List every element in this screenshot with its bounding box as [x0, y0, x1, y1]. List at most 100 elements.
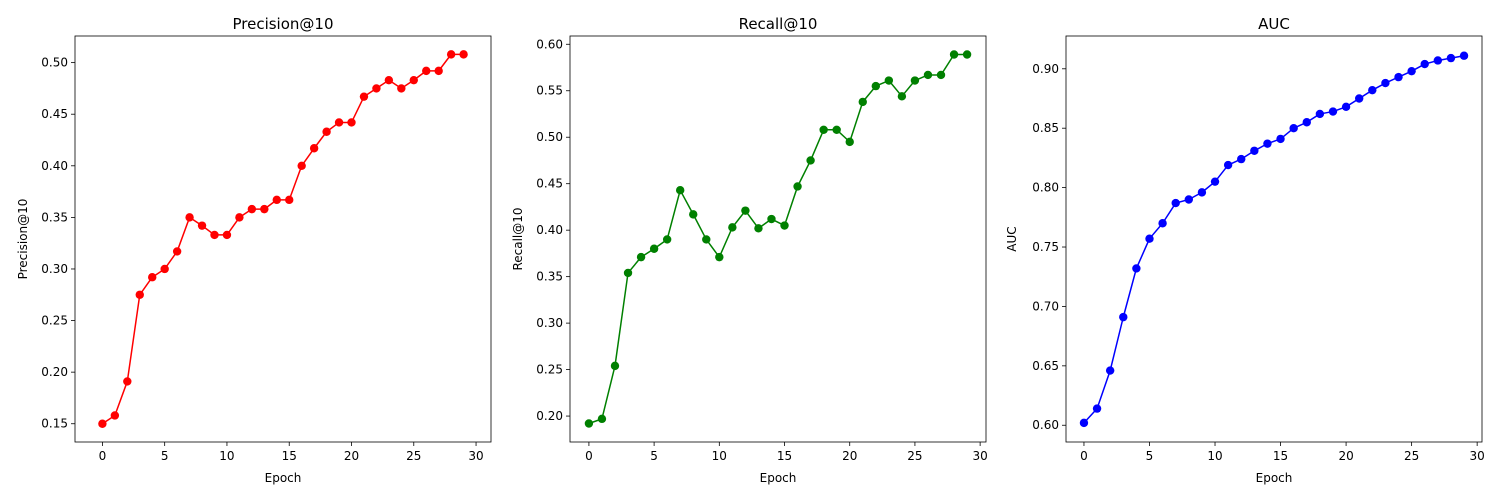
- x-axis-label: Epoch: [1256, 471, 1293, 485]
- data-point-precision: [98, 419, 107, 428]
- y-tick-label: 0.45: [41, 107, 68, 121]
- data-point-auc: [1171, 198, 1180, 208]
- data-point-recall: [610, 361, 620, 371]
- data-point-recall: [949, 50, 959, 59]
- y-axis-label: Precision@10: [16, 199, 30, 280]
- x-tick-label: 0: [1080, 449, 1088, 463]
- plot-frame: [1065, 35, 1483, 443]
- data-point-precision: [247, 204, 257, 214]
- data-point-precision: [222, 230, 232, 240]
- data-point-auc: [1105, 366, 1115, 375]
- x-tick-label: 25: [1404, 449, 1419, 463]
- data-point-precision: [397, 84, 406, 93]
- data-point-auc: [1119, 312, 1128, 322]
- data-point-precision: [197, 221, 207, 230]
- y-tick-label: 0.90: [1032, 62, 1059, 76]
- data-point-auc: [1263, 139, 1272, 148]
- data-point-recall: [662, 235, 672, 244]
- data-point-recall: [884, 76, 894, 85]
- x-tick-label: 0: [585, 449, 593, 463]
- data-point-recall: [728, 223, 737, 232]
- data-point-precision: [235, 213, 244, 222]
- data-point-precision: [148, 273, 157, 282]
- data-point-precision: [459, 50, 468, 59]
- y-tick-label: 0.30: [536, 316, 563, 330]
- data-point-recall: [936, 70, 946, 80]
- data-point-recall: [871, 81, 881, 91]
- data-point-precision: [347, 118, 356, 127]
- plot-frame: [74, 35, 492, 443]
- x-tick-label: 30: [972, 449, 987, 463]
- data-point-auc: [1394, 72, 1403, 82]
- data-point-auc: [1354, 94, 1364, 103]
- chart-auc: 0 5 10 15 20 25 30 0.60 0.65 0.70 0.75 0.80 0.85 0.90…: [1005, 15, 1485, 485]
- y-tick-label: 0.70: [1032, 299, 1059, 313]
- data-point-auc: [1184, 195, 1194, 204]
- data-point-auc: [1158, 219, 1167, 228]
- x-tick-label: 30: [1470, 449, 1485, 463]
- data-point-precision: [185, 213, 194, 222]
- data-point-precision: [372, 84, 381, 93]
- data-point-auc: [1092, 404, 1102, 413]
- data-point-auc: [1210, 177, 1220, 186]
- x-tick-label: 15: [282, 449, 297, 463]
- data-point-auc: [1459, 51, 1469, 60]
- chart-precision: 0 5 10 15 20 25 30 0.15 0.20 0.25 0.30 0.35 0.40 0.45…: [16, 15, 492, 485]
- y-tick-label: 0.40: [536, 223, 563, 237]
- data-point-recall: [702, 235, 711, 244]
- data-point-auc: [1381, 78, 1390, 88]
- y-tick-label: 0.15: [41, 417, 68, 431]
- data-point-recall: [689, 210, 698, 219]
- data-point-recall: [819, 125, 828, 134]
- data-point-recall: [597, 414, 607, 424]
- x-axis-label: Epoch: [265, 471, 302, 485]
- y-tick-label: 0.25: [536, 363, 563, 377]
- data-point-recall: [675, 186, 685, 195]
- x-tick-label: 25: [907, 449, 922, 463]
- data-point-recall: [649, 244, 659, 253]
- data-point-precision: [135, 290, 144, 299]
- data-point-auc: [1407, 66, 1416, 76]
- y-tick-label: 0.20: [536, 409, 563, 423]
- y-tick-label: 0.80: [1032, 181, 1059, 195]
- data-point-recall: [636, 252, 646, 262]
- data-point-precision: [272, 195, 281, 205]
- data-point-auc: [1433, 56, 1443, 65]
- x-tick-label: 0: [99, 449, 107, 463]
- series-line-auc: [1083, 54, 1465, 424]
- data-point-precision: [359, 92, 369, 101]
- x-tick-label: 10: [1207, 449, 1222, 463]
- x-tick-label: 10: [712, 449, 727, 463]
- x-tick-label: 15: [1273, 449, 1288, 463]
- data-point-precision: [309, 144, 319, 153]
- y-tick-label: 0.40: [41, 159, 68, 173]
- data-point-precision: [210, 230, 219, 240]
- data-point-auc: [1302, 118, 1311, 127]
- y-tick-label: 0.65: [1032, 359, 1059, 373]
- data-point-auc: [1276, 134, 1285, 144]
- data-point-precision: [322, 127, 331, 136]
- series-line-precision: [101, 53, 464, 425]
- data-point-recall: [623, 268, 633, 278]
- data-point-auc: [1132, 264, 1141, 273]
- data-point-recall: [962, 50, 972, 59]
- x-tick-label: 5: [1146, 449, 1154, 463]
- y-tick-label: 0.25: [41, 314, 68, 328]
- series-line-recall: [588, 53, 968, 425]
- y-axis-label: AUC: [1005, 226, 1019, 251]
- y-tick-label: 0.35: [41, 210, 68, 224]
- x-tick-label: 15: [777, 449, 792, 463]
- data-point-auc: [1368, 85, 1377, 95]
- data-point-precision: [297, 161, 306, 170]
- data-point-recall: [910, 76, 920, 85]
- data-point-auc: [1223, 160, 1233, 170]
- data-point-auc: [1289, 124, 1298, 133]
- data-point-recall: [754, 224, 763, 233]
- data-point-recall: [780, 221, 789, 230]
- data-point-recall: [923, 70, 933, 80]
- data-point-recall: [715, 252, 724, 262]
- chart-title: AUC: [1258, 15, 1290, 33]
- data-point-auc: [1237, 154, 1246, 164]
